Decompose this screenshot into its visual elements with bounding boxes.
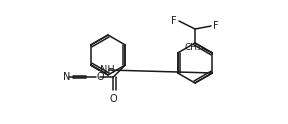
Text: O: O	[96, 72, 104, 82]
Text: CH₃: CH₃	[185, 44, 201, 52]
Text: F: F	[171, 16, 177, 26]
Text: O: O	[109, 94, 117, 104]
Text: N: N	[62, 72, 70, 82]
Text: NH: NH	[100, 65, 114, 75]
Text: F: F	[213, 21, 219, 31]
